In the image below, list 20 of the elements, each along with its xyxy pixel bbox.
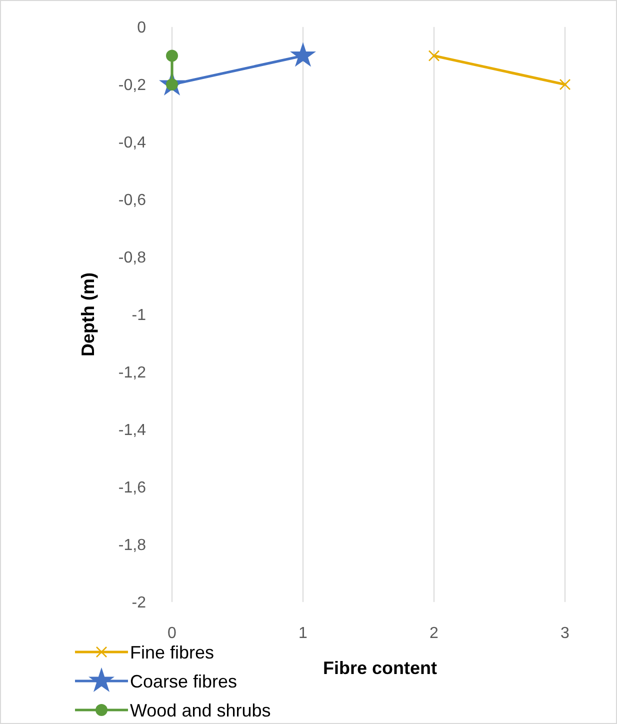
x-tick-label: 0 <box>168 625 177 642</box>
legend-label: Coarse fibres <box>130 671 238 692</box>
y-tick-label: -0,2 <box>118 77 146 94</box>
y-tick-label: -0,8 <box>118 250 146 267</box>
x-tick-label: 2 <box>430 625 439 642</box>
legend-label: Wood and shrubs <box>130 700 271 720</box>
legend-label: Fine fibres <box>130 642 214 662</box>
y-tick-label: -1,6 <box>118 480 146 497</box>
y-tick-label: 0 <box>137 20 146 37</box>
y-tick-label: -2 <box>132 594 146 612</box>
y-axis-title: Depth (m) <box>78 272 98 356</box>
y-tick-label: -1,2 <box>118 364 146 382</box>
y-tick-label: -1,4 <box>118 422 146 440</box>
x-axis-title: Fibre content <box>322 658 438 678</box>
y-tick-label: -1 <box>132 307 146 324</box>
y-tick-label: -1,8 <box>118 537 146 554</box>
y-tick-label: -0,4 <box>118 134 146 152</box>
y-tick-label: -0,6 <box>118 192 146 210</box>
x-tick-label: 3 <box>560 625 570 642</box>
x-tick-label: 1 <box>298 625 308 642</box>
